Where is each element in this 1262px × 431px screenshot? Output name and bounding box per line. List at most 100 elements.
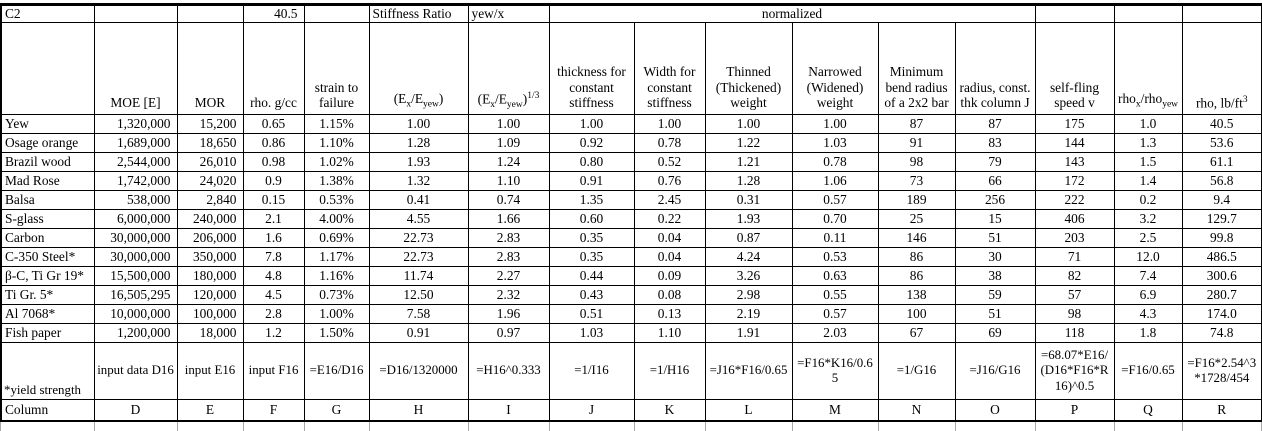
data-cell[interactable]: 180,000	[176, 266, 244, 286]
data-cell[interactable]: 0.65	[242, 114, 305, 134]
header-rho[interactable]: rho. g/cc	[242, 22, 305, 115]
data-cell[interactable]: 15,200	[176, 114, 244, 134]
data-cell[interactable]: 98	[877, 152, 956, 172]
data-cell[interactable]: 0.15	[242, 190, 305, 210]
data-cell[interactable]: 0.35	[548, 228, 635, 248]
header-mor[interactable]: MOR	[176, 22, 244, 115]
data-cell[interactable]: 350,000	[176, 247, 244, 267]
header-narrowed-weight[interactable]: Narrowed (Widened) weight	[791, 22, 879, 115]
empty-cell[interactable]	[176, 4, 244, 23]
formula-cell[interactable]: =1/H16	[633, 342, 706, 400]
data-cell[interactable]: 0.74	[467, 190, 550, 210]
material-name-cell[interactable]: Brazil wood	[0, 152, 95, 172]
data-cell[interactable]: 1.22	[704, 133, 793, 153]
column-letter-cell[interactable]: R	[1181, 399, 1262, 421]
column-letter-cell[interactable]: L	[704, 399, 793, 421]
data-cell[interactable]: 0.53%	[303, 190, 370, 210]
data-cell[interactable]: 53.6	[1181, 133, 1262, 153]
column-letter-cell[interactable]: E	[176, 399, 244, 421]
data-cell[interactable]: 24,020	[176, 171, 244, 191]
data-cell[interactable]: 56.8	[1181, 171, 1262, 191]
data-cell[interactable]: 22.73	[368, 247, 469, 267]
data-cell[interactable]: 100,000	[176, 304, 244, 324]
data-cell[interactable]: 1.91	[704, 323, 793, 343]
formula-cell[interactable]: =D16/1320000	[368, 342, 469, 400]
data-cell[interactable]: 22.73	[368, 228, 469, 248]
cell-yew-x[interactable]: yew/x	[467, 4, 550, 23]
data-cell[interactable]: 3.26	[704, 266, 793, 286]
data-cell[interactable]: 0.76	[633, 171, 706, 191]
data-cell[interactable]: 1.96	[467, 304, 550, 324]
formula-cell[interactable]: =H16^0.333	[467, 342, 550, 400]
material-name-cell[interactable]: Yew	[0, 114, 95, 134]
data-cell[interactable]: 0.41	[368, 190, 469, 210]
data-cell[interactable]: 172	[1034, 171, 1115, 191]
data-cell[interactable]: 486.5	[1181, 247, 1262, 267]
data-cell[interactable]: 2.98	[704, 285, 793, 305]
material-name-cell[interactable]: S-glass	[0, 209, 95, 229]
data-cell[interactable]: 146	[877, 228, 956, 248]
data-cell[interactable]: 2.1	[242, 209, 305, 229]
data-cell[interactable]: 1.0	[1113, 114, 1183, 134]
data-cell[interactable]: 0.78	[791, 152, 879, 172]
data-cell[interactable]: 0.31	[704, 190, 793, 210]
data-cell[interactable]: 1.28	[704, 171, 793, 191]
formula-cell[interactable]: =J16*F16/0.65	[704, 342, 793, 400]
data-cell[interactable]: 1.00	[791, 114, 879, 134]
column-row-label-cell[interactable]: Column	[0, 399, 95, 421]
data-cell[interactable]: 222	[1034, 190, 1115, 210]
data-cell[interactable]: 1.03	[548, 323, 635, 343]
data-cell[interactable]: 40.5	[1181, 114, 1262, 134]
data-cell[interactable]: 0.98	[242, 152, 305, 172]
cell-stiffness-ratio[interactable]: Stiffness Ratio	[368, 4, 469, 23]
data-cell[interactable]: 0.04	[633, 247, 706, 267]
empty-cell[interactable]	[303, 4, 370, 23]
data-cell[interactable]: 4.24	[704, 247, 793, 267]
data-cell[interactable]: 57	[1034, 285, 1115, 305]
formula-cell[interactable]: =E16/D16	[303, 342, 370, 400]
data-cell[interactable]: 2.8	[242, 304, 305, 324]
empty-cell[interactable]	[1181, 4, 1262, 23]
data-cell[interactable]: 15	[954, 209, 1036, 229]
column-letter-cell[interactable]: F	[242, 399, 305, 421]
data-cell[interactable]: 2.27	[467, 266, 550, 286]
data-cell[interactable]: 79	[954, 152, 1036, 172]
data-cell[interactable]: 51	[954, 228, 1036, 248]
formula-cell[interactable]: =1/G16	[877, 342, 956, 400]
data-cell[interactable]: 256	[954, 190, 1036, 210]
data-cell[interactable]: 3.2	[1113, 209, 1183, 229]
data-cell[interactable]: 143	[1034, 152, 1115, 172]
data-cell[interactable]: 9.4	[1181, 190, 1262, 210]
data-cell[interactable]: 12.0	[1113, 247, 1183, 267]
data-cell[interactable]: 26,010	[176, 152, 244, 172]
data-cell[interactable]: 4.55	[368, 209, 469, 229]
data-cell[interactable]: 1,320,000	[93, 114, 178, 134]
header-min-bend-radius[interactable]: Minimum bend radius of a 2x2 bar	[877, 22, 956, 115]
data-cell[interactable]: 30	[954, 247, 1036, 267]
data-cell[interactable]: 189	[877, 190, 956, 210]
formula-cell[interactable]: =F16*2.54^3*1728/454	[1181, 342, 1262, 400]
column-letter-cell[interactable]: O	[954, 399, 1036, 421]
material-name-cell[interactable]: Balsa	[0, 190, 95, 210]
data-cell[interactable]: 2.03	[791, 323, 879, 343]
data-cell[interactable]: 2.83	[467, 228, 550, 248]
data-cell[interactable]: 1.28	[368, 133, 469, 153]
data-cell[interactable]: 2,544,000	[93, 152, 178, 172]
data-cell[interactable]: 38	[954, 266, 1036, 286]
formula-cell[interactable]: =1/I16	[548, 342, 635, 400]
data-cell[interactable]: 7.58	[368, 304, 469, 324]
formula-cell[interactable]: input data D16	[93, 342, 178, 400]
data-cell[interactable]: 0.63	[791, 266, 879, 286]
column-letter-cell[interactable]: M	[791, 399, 879, 421]
data-cell[interactable]: 0.87	[704, 228, 793, 248]
data-cell[interactable]: 0.78	[633, 133, 706, 153]
data-cell[interactable]: 86	[877, 266, 956, 286]
data-cell[interactable]: 100	[877, 304, 956, 324]
header-radius-const-thk[interactable]: radius, const. thk column J	[954, 22, 1036, 115]
data-cell[interactable]: 6.9	[1113, 285, 1183, 305]
empty-cell[interactable]	[93, 4, 178, 23]
formula-cell[interactable]: =F16/0.65	[1113, 342, 1183, 400]
data-cell[interactable]: 0.11	[791, 228, 879, 248]
material-name-cell[interactable]: β-C, Ti Gr 19*	[0, 266, 95, 286]
data-cell[interactable]: 0.43	[548, 285, 635, 305]
